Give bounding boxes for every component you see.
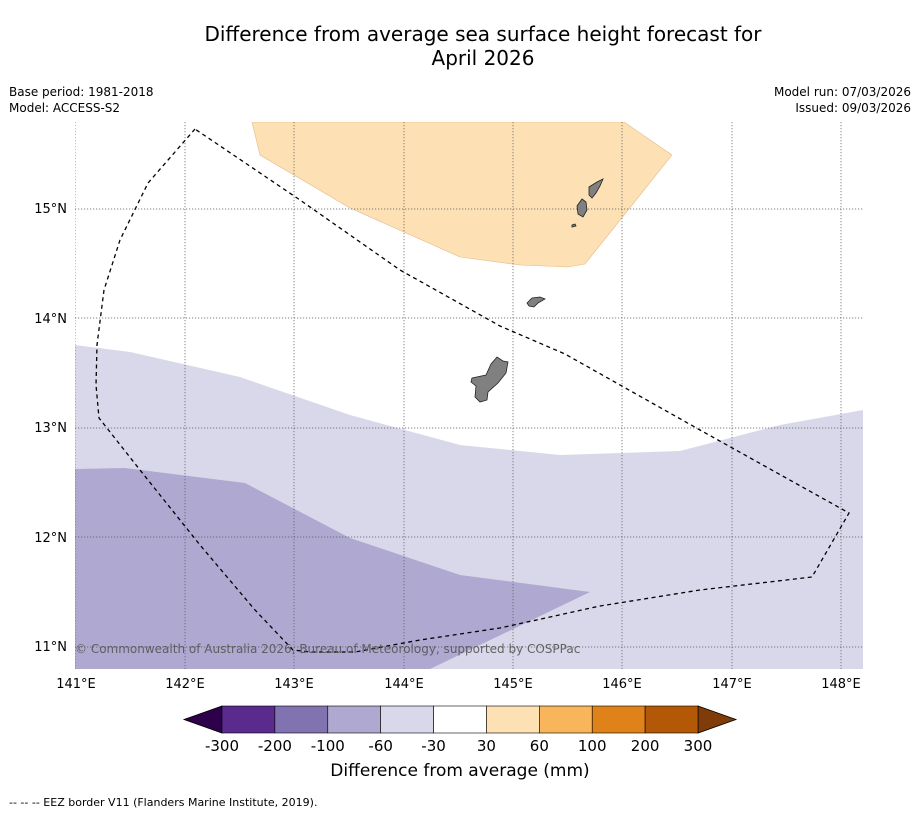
colorbar-tick-label: -300 [205, 737, 239, 755]
lat-label: 15°N [34, 202, 67, 217]
colorbar-segment [274, 705, 329, 734]
island-saipan [588, 178, 604, 199]
chart-title: Difference from average sea surface heig… [0, 22, 919, 70]
colorbar-tick-label: 200 [631, 737, 660, 755]
map-figure: © Commonwealth of Australia 2026, Bureau… [34, 122, 863, 755]
colorbar-tick-label: 300 [684, 737, 713, 755]
colorbar-segment [539, 705, 593, 734]
map-plot-area: © Commonwealth of Australia 2026, Bureau… [75, 122, 863, 669]
meta-right: Model run: 07/03/2026 Issued: 09/03/2026 [774, 84, 911, 116]
model-run: Model run: 07/03/2026 [773, 85, 911, 99]
issued-date: Issued: 09/03/2026 [795, 101, 911, 115]
colorbar-label: Difference from average (mm) [330, 761, 590, 781]
lat-label: 14°N [34, 312, 67, 327]
colorbar-tick-label: -100 [311, 737, 345, 755]
colorbar-segment [327, 705, 381, 734]
colorbar-tick-labels: -300 -200 -100 -60 -30 30 60 100 200 300 [205, 737, 712, 755]
lon-label: 142°E [165, 677, 205, 692]
colorbar-segment [433, 705, 487, 734]
island-tinian [576, 198, 588, 218]
colorbar-tick-label: 30 [477, 737, 496, 755]
gridlines [75, 122, 863, 669]
lon-label: 146°E [602, 677, 642, 692]
colorbar-segment [486, 705, 540, 734]
model-name: Model: ACCESS-S2 [9, 101, 121, 115]
colorbar-segment [591, 705, 646, 734]
colorbar-tick-label: 60 [530, 737, 549, 755]
lon-axis-labels: 141°E 142°E 143°E 144°E 145°E 146°E 147°… [56, 677, 861, 692]
colorbar-over-arrow [697, 705, 738, 734]
colorbar-tick-label: -30 [421, 737, 446, 755]
anomaly-region-peach [251, 122, 673, 268]
eez-border [95, 128, 850, 653]
title-line-1: Difference from average sea surface heig… [204, 22, 762, 46]
lon-label: 147°E [712, 677, 752, 692]
island-aguijan [571, 223, 577, 228]
lon-label: 145°E [493, 677, 533, 692]
colorbar [182, 705, 738, 734]
lat-label: 12°N [34, 531, 67, 546]
colorbar-tick-label: 100 [578, 737, 607, 755]
lat-label: 11°N [34, 640, 67, 655]
land-masses [470, 178, 604, 403]
colorbar-tick-label: -60 [368, 737, 393, 755]
lat-label: 13°N [34, 421, 67, 436]
meta-left: Base period: 1981-2018 Model: ACCESS-S2 [9, 84, 154, 116]
lon-label: 148°E [821, 677, 861, 692]
colorbar-tick-label: -200 [258, 737, 292, 755]
lon-label: 141°E [56, 677, 96, 692]
island-guam [470, 356, 509, 403]
colorbar-under-arrow [182, 705, 223, 734]
lon-label: 143°E [274, 677, 314, 692]
colorbar-segment [221, 705, 276, 734]
lat-axis-labels: 15°N 14°N 13°N 12°N 11°N [34, 202, 67, 655]
base-period: Base period: 1981-2018 [9, 85, 154, 99]
title-line-2: April 2026 [431, 46, 535, 70]
footnote: -- -- -- EEZ border V11 (Flanders Marine… [9, 796, 318, 809]
lon-label: 144°E [384, 677, 424, 692]
anomaly-region-lavender [75, 468, 590, 669]
colorbar-segment [380, 705, 434, 734]
copyright-text: © Commonwealth of Australia 2026, Bureau… [75, 642, 580, 656]
colorbar-segment [644, 705, 699, 734]
island-rota [526, 296, 546, 308]
